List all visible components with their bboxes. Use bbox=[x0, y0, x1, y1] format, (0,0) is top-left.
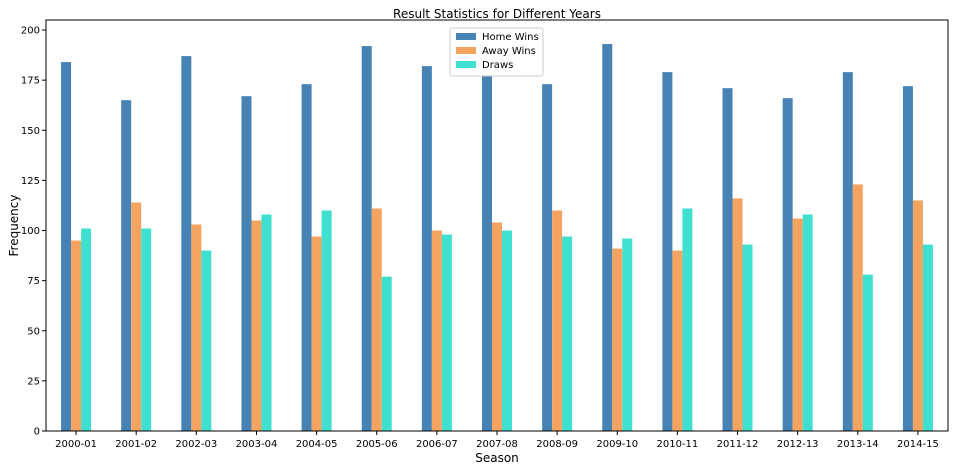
legend: Home Wins Away Wins Draws bbox=[449, 27, 544, 77]
y-axis-label: Frequency bbox=[7, 195, 21, 257]
bar-home-wins-2006-07 bbox=[421, 66, 432, 432]
bar-draws-2008-09 bbox=[562, 236, 573, 431]
y-tick-label: 175 bbox=[21, 76, 40, 87]
bar-draws-2009-10 bbox=[622, 238, 633, 431]
bar-away-wins-2014-15 bbox=[912, 200, 923, 431]
x-axis-label: Season bbox=[475, 451, 519, 465]
bar-home-wins-2013-14 bbox=[842, 72, 853, 431]
bar-draws-2007-08 bbox=[502, 230, 512, 431]
y-tick-label: 125 bbox=[21, 176, 40, 187]
x-tick-label: 2006-07 bbox=[416, 439, 458, 450]
x-tick-label: 2008-09 bbox=[536, 439, 578, 450]
bar-home-wins-2005-06 bbox=[361, 46, 372, 432]
bar-home-wins-2000-01 bbox=[61, 62, 72, 431]
bar-draws-2004-05 bbox=[321, 210, 332, 431]
legend-label-draws: Draws bbox=[482, 60, 513, 71]
x-tick-label: 2009-10 bbox=[596, 439, 638, 450]
bar-away-wins-2002-03 bbox=[191, 224, 202, 431]
bar-draws-2006-07 bbox=[441, 234, 452, 431]
bar-draws-2003-04 bbox=[261, 214, 272, 431]
y-tick-label: 200 bbox=[21, 26, 40, 37]
y-tick-label: 100 bbox=[21, 226, 40, 237]
bar-away-wins-2006-07 bbox=[431, 230, 442, 431]
x-tick-label: 2005-06 bbox=[356, 439, 398, 450]
bar-home-wins-2002-03 bbox=[181, 56, 192, 432]
bar-home-wins-2008-09 bbox=[542, 84, 553, 431]
x-tick-label: 2011-12 bbox=[717, 439, 759, 450]
bar-away-wins-2004-05 bbox=[311, 236, 322, 431]
bar-home-wins-2010-11 bbox=[662, 72, 673, 431]
bar-away-wins-2000-01 bbox=[71, 240, 82, 431]
bar-home-wins-2001-02 bbox=[121, 100, 132, 431]
bar-draws-2005-06 bbox=[381, 276, 392, 431]
x-tick-label: 2001-02 bbox=[115, 439, 157, 450]
bar-away-wins-2005-06 bbox=[371, 208, 382, 431]
y-axis: 0 25 50 75 100 125 150 175 200 bbox=[21, 26, 46, 438]
bar-home-wins-2014-15 bbox=[902, 86, 913, 431]
bar-home-wins-2003-04 bbox=[241, 96, 252, 431]
bar-away-wins-2009-10 bbox=[612, 248, 623, 431]
bar-away-wins-2011-12 bbox=[732, 198, 743, 431]
bar-draws-2013-14 bbox=[862, 274, 873, 431]
bar-away-wins-2010-11 bbox=[672, 250, 683, 431]
bar-away-wins-2013-14 bbox=[852, 184, 863, 431]
bar-draws-2010-11 bbox=[682, 208, 693, 431]
bar-away-wins-2008-09 bbox=[552, 210, 563, 431]
x-tick-label: 2010-11 bbox=[657, 439, 699, 450]
bar-draws-2001-02 bbox=[141, 228, 152, 431]
y-tick-label: 0 bbox=[34, 427, 40, 438]
bars-group bbox=[61, 44, 933, 432]
legend-label-home-wins: Home Wins bbox=[482, 32, 539, 43]
legend-swatch-draws bbox=[456, 61, 476, 68]
x-tick-label: 2004-05 bbox=[296, 439, 338, 450]
bar-home-wins-2004-05 bbox=[301, 84, 312, 431]
bar-draws-2014-15 bbox=[922, 244, 933, 431]
x-tick-label: 2014-15 bbox=[897, 439, 939, 450]
x-tick-label: 2013-14 bbox=[837, 439, 879, 450]
chart-title: Result Statistics for Different Years bbox=[393, 7, 601, 21]
bar-home-wins-2007-08 bbox=[482, 76, 492, 431]
legend-label-away-wins: Away Wins bbox=[482, 46, 536, 57]
y-tick-label: 25 bbox=[27, 376, 40, 387]
bar-home-wins-2011-12 bbox=[722, 88, 733, 432]
y-tick-label: 50 bbox=[27, 326, 40, 337]
y-tick-label: 150 bbox=[21, 126, 40, 137]
bar-draws-2002-03 bbox=[201, 250, 212, 431]
bar-away-wins-2012-13 bbox=[792, 218, 803, 431]
bar-away-wins-2007-08 bbox=[492, 222, 502, 431]
bar-draws-2012-13 bbox=[802, 214, 813, 431]
x-tick-label: 2012-13 bbox=[777, 439, 819, 450]
x-tick-label: 2000-01 bbox=[55, 439, 97, 450]
bar-draws-2000-01 bbox=[81, 228, 92, 431]
bar-home-wins-2012-13 bbox=[782, 98, 793, 431]
x-tick-label: 2007-08 bbox=[476, 439, 518, 450]
bar-draws-2011-12 bbox=[742, 244, 753, 431]
bar-away-wins-2003-04 bbox=[251, 220, 262, 431]
x-tick-label: 2003-04 bbox=[236, 439, 278, 450]
x-axis: 2000-01 2001-02 2002-03 2003-04 2004-05 2005-… bbox=[55, 431, 939, 450]
bar-home-wins-2009-10 bbox=[602, 44, 613, 432]
x-tick-label: 2002-03 bbox=[175, 439, 217, 450]
legend-swatch-home-wins bbox=[456, 33, 476, 40]
y-tick-label: 75 bbox=[27, 276, 40, 287]
legend-swatch-away-wins bbox=[456, 47, 476, 54]
bar-away-wins-2001-02 bbox=[131, 202, 142, 431]
